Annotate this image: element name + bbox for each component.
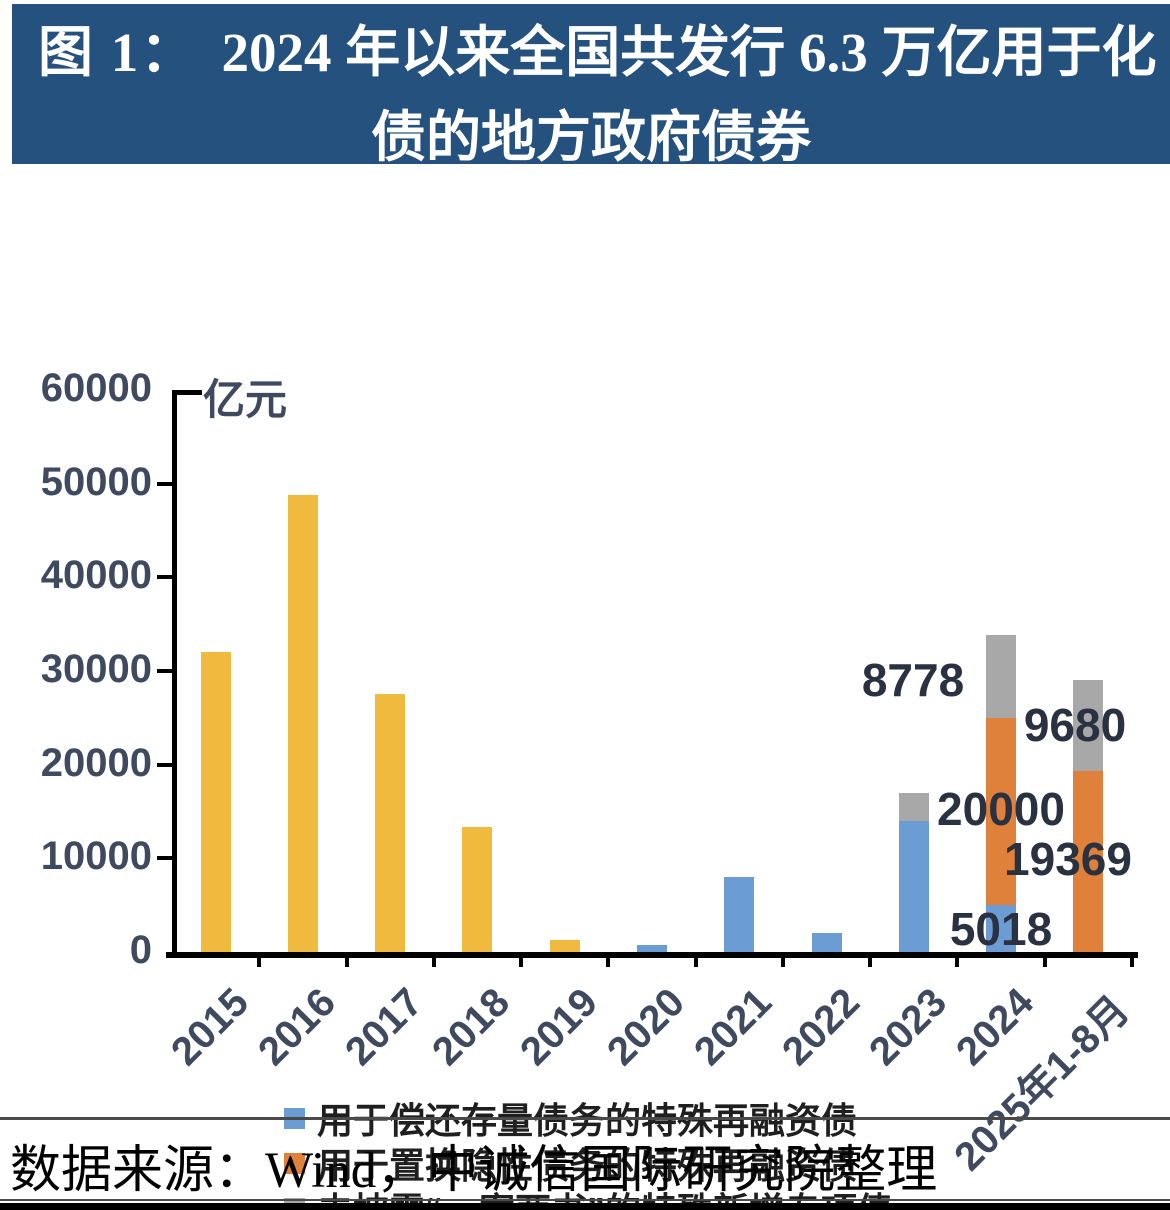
bar-segment-2025年1-8月 (1073, 679, 1104, 771)
x-tick (780, 952, 785, 967)
value-label: 5018 (949, 903, 1053, 955)
x-tick-label: 2017 (337, 980, 432, 1075)
page-bottom-border (0, 1203, 1170, 1210)
y-axis-top-bracket (172, 390, 202, 395)
bar-segment-2023 (898, 820, 929, 952)
value-label: 8778 (861, 654, 965, 706)
data-source-text: 数据来源：Wind，中诚信国际研究院整理 (10, 1143, 938, 1199)
x-tick (257, 952, 262, 967)
figure-title-line1: 2024 年以来全国共发行 6.3 万亿用于化 (221, 22, 1157, 83)
x-tick-label: 2020 (599, 980, 694, 1075)
bar-segment-2019 (549, 939, 580, 952)
legend-item: 用于偿还存量债务的特殊再融资债 (284, 1100, 893, 1141)
y-tick-label: 60000 (40, 366, 152, 410)
x-tick-label: 2015 (162, 980, 257, 1075)
bar-segment-2024 (986, 717, 1017, 905)
legend-label: 用于置换隐性债务的特殊再融资债 (317, 1145, 858, 1186)
value-label: 19369 (1004, 833, 1132, 885)
bar-segment-2024 (986, 904, 1017, 952)
footer-top-rule (0, 1117, 1170, 1120)
legend-swatch-orange (284, 1152, 305, 1174)
bar-chart: 亿元 0 10000 20000 30000 40000 50000 60000 2015 20… (0, 168, 1170, 1210)
x-tick-label: 2019 (511, 980, 606, 1075)
y-tick (157, 575, 172, 580)
bar-segment-2018 (462, 827, 493, 952)
value-label: 9680 (1023, 699, 1127, 751)
y-tick-label: 10000 (40, 834, 152, 879)
footer-bottom-rule (0, 1199, 1170, 1201)
x-tick (344, 952, 349, 967)
y-tick (157, 762, 172, 767)
y-axis-line (172, 390, 177, 958)
x-tick-label: 2022 (773, 980, 868, 1075)
y-axis-unit-label: 亿元 (203, 376, 288, 423)
bar-segment-2024 (986, 635, 1017, 718)
value-label: 20000 (937, 783, 1065, 835)
y-tick-label: 40000 (40, 553, 152, 598)
x-tick-label: 2016 (250, 980, 345, 1075)
x-tick-label: 2023 (860, 980, 955, 1075)
x-tick (1130, 952, 1134, 967)
bar-segment-2020 (637, 944, 667, 952)
figure-label: 图 1： (38, 22, 198, 83)
x-tick (606, 952, 611, 967)
legend-label: 用于偿还存量债务的特殊再融资债 (317, 1100, 858, 1141)
figure-title-bar: 图 1： 2024 年以来全国共发行 6.3 万亿用于化 债的地方政府债券 (12, 4, 1170, 168)
y-tick-label: 20000 (40, 740, 152, 785)
bar-segment-2021 (724, 877, 755, 952)
x-tick-label: 2018 (424, 980, 519, 1075)
bar-segment-2017 (375, 694, 406, 952)
y-tick (157, 856, 172, 861)
x-tick (868, 952, 873, 967)
y-tick-label: 50000 (40, 459, 152, 504)
bar-segment-2015 (200, 652, 231, 952)
x-tick-label: 2021 (686, 980, 781, 1075)
bar-segment-2022 (811, 933, 842, 952)
x-tick (431, 952, 436, 967)
x-tick (955, 952, 960, 967)
y-tick (157, 669, 172, 673)
figure-title-line2: 债的地方政府债券 (370, 107, 811, 168)
x-axis-line (166, 952, 1138, 958)
legend-item: 用于置换隐性债务的特殊再融资债 (284, 1145, 893, 1186)
y-tick (157, 481, 172, 486)
x-tick (693, 952, 698, 967)
x-tick (1042, 952, 1047, 967)
title-row: 图 1： 2024 年以来全国共发行 6.3 万亿用于化 (12, 4, 1170, 90)
y-tick-label: 30000 (40, 647, 152, 691)
bar-segment-2023 (898, 792, 929, 821)
y-tick-label: 0 (129, 928, 152, 972)
bar-segment-2016 (287, 494, 318, 952)
x-tick (519, 952, 524, 967)
bar-segment-2025年1-8月 (1073, 770, 1104, 952)
